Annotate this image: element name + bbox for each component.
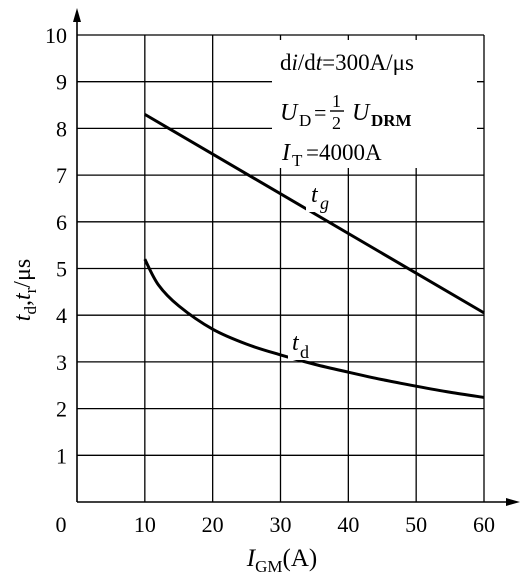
y-axis-label: td,tr/μs	[10, 259, 40, 321]
y-tick-label: 9	[56, 70, 67, 95]
y-tick-label: 6	[56, 210, 67, 235]
y-tick-label: 2	[56, 397, 67, 422]
svg-text:t: t	[311, 182, 319, 208]
y-tick-label: 7	[56, 163, 67, 188]
annotation-numerator: 1	[332, 91, 341, 111]
annotation-line-2: U D = 1 2 U DRM	[280, 91, 412, 133]
x-tick-label: 20	[202, 512, 224, 537]
annotation-denominator: 2	[332, 113, 341, 133]
annotation-line-1: di/dt=300A/μs	[280, 50, 414, 75]
svg-text:t: t	[292, 330, 300, 356]
annotation-equals: =	[314, 100, 326, 125]
y-tick-label: 5	[56, 257, 67, 282]
annotation-sub-d: D	[299, 111, 311, 130]
x-tick-label: 0	[56, 512, 67, 537]
y-tick-label: 4	[56, 303, 67, 328]
annotation-box	[272, 40, 477, 168]
x-axis-label: IGM(A)	[246, 545, 317, 576]
svg-text:g: g	[320, 193, 329, 213]
annotation-u: U	[280, 100, 299, 126]
y-tick-label: 10	[45, 23, 67, 48]
x-axis-arrow	[506, 498, 520, 506]
x-tick-label: 10	[134, 512, 156, 537]
y-axis-arrow	[73, 8, 81, 22]
annotation-u2: U	[352, 100, 371, 126]
svg-text:d: d	[300, 342, 309, 362]
y-tick-label: 3	[56, 350, 67, 375]
axes	[73, 8, 520, 506]
series-label-td: t d	[288, 328, 318, 362]
annotation-current: =4000A	[306, 140, 382, 165]
annotation-sub-drm: DRM	[371, 111, 412, 130]
y-tick-label: 8	[56, 116, 67, 141]
x-tick-label: 60	[473, 512, 495, 537]
annotation-i: I	[281, 140, 291, 166]
x-tick-label: 30	[270, 512, 292, 537]
y-tick-label: 1	[56, 443, 67, 468]
series-label-tg: t g	[306, 180, 336, 213]
annotation-line-3: I T =4000A	[281, 140, 382, 170]
x-tick-label: 50	[405, 512, 427, 537]
x-tick-label: 40	[337, 512, 359, 537]
annotation-sub-t: T	[292, 151, 303, 170]
series-line-tg	[144, 113, 485, 315]
